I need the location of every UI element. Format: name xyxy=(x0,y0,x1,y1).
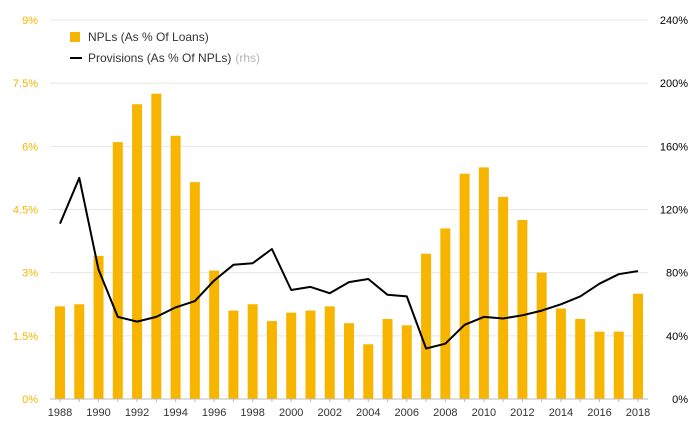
npl-bar xyxy=(478,167,489,399)
y-right-tick-label: 40% xyxy=(666,331,688,343)
legend-label-provisions: Provisions (As % Of NPLs) xyxy=(88,50,232,65)
y-right-tick-label: 240% xyxy=(660,15,688,27)
npl-bar xyxy=(613,331,624,399)
y-left-tick-label: 0% xyxy=(22,394,38,406)
npl-bar xyxy=(575,318,586,399)
x-tick-label: 2016 xyxy=(587,407,611,419)
provisions-swatch xyxy=(70,56,82,59)
npl-bar xyxy=(228,310,239,399)
x-tick-label: 2018 xyxy=(626,407,650,419)
npl-bar xyxy=(459,173,470,399)
y-left-tick-label: 3% xyxy=(22,268,38,280)
npl-bar xyxy=(421,253,432,399)
npl-bar xyxy=(517,220,528,399)
y-right-tick-label: 160% xyxy=(660,141,688,153)
npl-bar xyxy=(286,312,297,399)
npl-bar xyxy=(344,323,354,399)
npl-bar xyxy=(536,272,547,399)
npl-bar xyxy=(498,196,509,399)
x-tick-label: 2002 xyxy=(317,407,341,419)
npl-bar xyxy=(151,93,162,399)
npl-bar xyxy=(93,255,104,399)
y-left-tick-label: 6% xyxy=(22,141,38,153)
y-right-tick-label: 80% xyxy=(666,268,688,280)
legend-item-npl: NPLs (As % Of Loans) xyxy=(70,26,260,47)
x-tick-label: 2010 xyxy=(472,407,496,419)
x-tick-label: 1994 xyxy=(163,407,187,419)
legend-rhs-note: (rhs) xyxy=(235,50,261,65)
npl-bar xyxy=(324,306,335,399)
x-tick-label: 2000 xyxy=(279,407,303,419)
npl-bar xyxy=(305,310,316,399)
npl-bar xyxy=(401,325,412,399)
npl-bar xyxy=(363,344,374,399)
npl-bar xyxy=(189,182,200,399)
y-right-tick-label: 120% xyxy=(660,205,688,217)
x-tick-label: 2012 xyxy=(510,407,534,419)
npl-bar xyxy=(247,304,258,399)
x-tick-label: 2014 xyxy=(549,407,573,419)
npl-bar xyxy=(440,228,451,399)
y-left-tick-label: 7.5% xyxy=(13,78,38,90)
legend-label-npl: NPLs (As % Of Loans) xyxy=(88,29,209,44)
npl-bar xyxy=(382,318,393,399)
x-tick-label: 2004 xyxy=(356,407,380,419)
npl-bar xyxy=(633,293,643,399)
y-left-tick-label: 1.5% xyxy=(13,331,38,343)
x-tick-label: 2008 xyxy=(433,407,457,419)
npl-bar xyxy=(55,306,65,399)
x-tick-label: 1998 xyxy=(240,407,264,419)
npl-bar xyxy=(112,142,123,399)
x-tick-label: 2006 xyxy=(395,407,419,419)
npl-bar xyxy=(266,321,277,399)
x-tick-label: 1988 xyxy=(48,407,72,419)
npl-bar xyxy=(132,104,143,399)
y-left-tick-label: 4.5% xyxy=(13,205,38,217)
npl-bar xyxy=(74,304,85,399)
y-right-tick-label: 200% xyxy=(660,78,688,90)
x-tick-label: 1990 xyxy=(86,407,110,419)
y-right-tick-label: 0% xyxy=(672,394,688,406)
npl-bar xyxy=(555,308,566,399)
y-left-tick-label: 9% xyxy=(22,15,38,27)
x-tick-label: 1996 xyxy=(202,407,226,419)
x-tick-label: 1992 xyxy=(125,407,149,419)
npl-swatch xyxy=(70,31,80,42)
provisions-line xyxy=(59,176,639,350)
legend-item-provisions: Provisions (As % Of NPLs) (rhs) xyxy=(70,47,260,68)
npl-bar xyxy=(209,270,220,399)
npl-bar xyxy=(594,331,605,399)
legend: NPLs (As % Of Loans) Provisions (As % Of… xyxy=(70,26,260,68)
npl-bar xyxy=(170,135,181,400)
